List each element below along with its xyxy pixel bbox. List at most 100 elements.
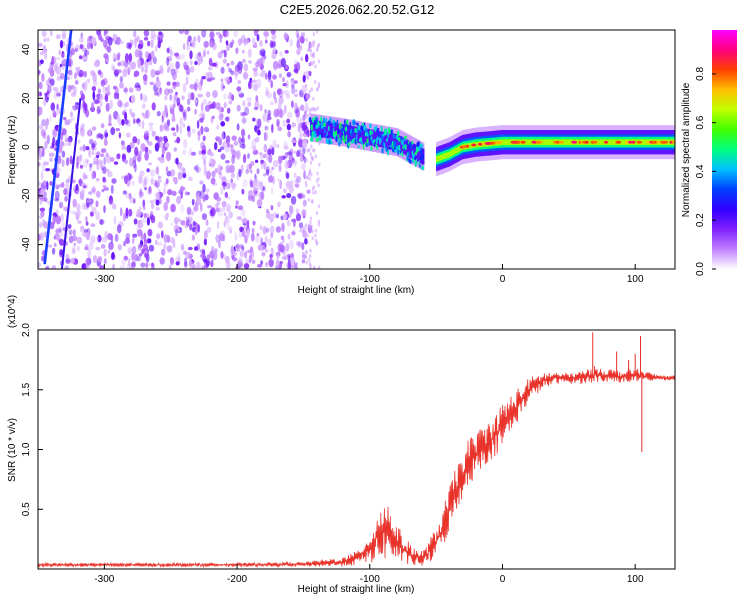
noise-blob <box>209 250 215 259</box>
noise-blob <box>163 243 167 251</box>
noise-blob <box>84 216 88 222</box>
noise-blob <box>264 109 267 114</box>
noise-blob <box>92 90 96 101</box>
noise-blob <box>216 221 220 229</box>
signal-blob <box>380 125 383 132</box>
noise-blob <box>46 37 50 42</box>
noise-blob <box>294 183 300 188</box>
noise-blob <box>199 113 203 118</box>
noise-blob <box>197 93 204 98</box>
noise-blob <box>293 93 299 98</box>
noise-blob <box>141 65 144 73</box>
noise-blob <box>282 188 287 194</box>
tone-peak <box>535 140 543 144</box>
noise-blob <box>121 145 127 151</box>
noise-blob <box>85 221 89 226</box>
noise-blob <box>206 50 210 55</box>
noise-blob <box>155 192 161 199</box>
noise-blob <box>103 139 108 147</box>
noise-blob <box>66 76 70 81</box>
noise-blob <box>47 84 52 94</box>
noise-blob <box>281 195 286 199</box>
noise-blob <box>248 80 252 90</box>
noise-blob <box>219 37 222 43</box>
noise-blob <box>111 252 115 260</box>
noise-blob <box>131 245 137 255</box>
noise-blob <box>253 70 258 78</box>
noise-blob <box>302 199 307 207</box>
noise-blob <box>252 259 256 264</box>
noise-blob <box>264 235 268 245</box>
x-tick-label: -300 <box>94 274 114 285</box>
noise-blob <box>76 210 81 217</box>
noise-blob <box>302 131 308 138</box>
noise-blob <box>309 254 312 258</box>
noise-blob <box>270 168 273 178</box>
noise-blob <box>80 188 86 195</box>
noise-blob <box>252 67 258 72</box>
noise-blob <box>167 189 173 196</box>
noise-blob <box>38 106 43 116</box>
noise-blob <box>226 63 230 67</box>
noise-blob <box>169 169 176 177</box>
noise-blob <box>185 67 191 75</box>
noise-blob <box>66 157 70 167</box>
noise-blob <box>198 55 203 63</box>
noise-blob <box>195 261 201 269</box>
noise-blob <box>146 58 150 63</box>
noise-blob <box>242 153 247 164</box>
noise-blob <box>142 93 147 103</box>
noise-blob <box>150 177 154 185</box>
noise-blob <box>309 108 312 113</box>
noise-blob <box>137 43 143 49</box>
noise-blob <box>104 132 109 138</box>
noise-blob <box>99 93 104 101</box>
noise-blob <box>38 81 43 90</box>
noise-blob <box>306 74 309 79</box>
noise-blob <box>306 70 309 75</box>
noise-blob <box>138 194 143 199</box>
noise-blob <box>169 50 174 57</box>
noise-blob <box>279 51 283 57</box>
noise-blob <box>209 103 215 109</box>
noise-blob <box>277 178 280 182</box>
noise-blob <box>46 180 49 191</box>
noise-blob <box>240 208 246 217</box>
noise-blob <box>265 87 270 94</box>
noise-blob <box>163 124 168 131</box>
x-tick-label: 0 <box>500 274 506 285</box>
noise-blob <box>235 247 241 253</box>
noise-blob <box>273 60 279 70</box>
noise-blob <box>157 175 162 180</box>
noise-blob <box>156 76 160 82</box>
noise-blob <box>233 251 238 256</box>
noise-blob <box>123 241 126 247</box>
noise-blob <box>41 196 45 202</box>
noise-blob <box>148 262 151 266</box>
noise-blob <box>201 30 207 38</box>
noise-blob <box>73 242 77 247</box>
noise-blob <box>99 100 103 108</box>
noise-blob <box>148 186 152 194</box>
noise-blob <box>101 236 108 243</box>
noise-blob <box>301 259 306 264</box>
noise-blob <box>131 252 135 261</box>
noise-blob <box>222 85 226 89</box>
noise-blob <box>248 60 252 64</box>
noise-blob <box>267 76 272 83</box>
noise-blob <box>152 56 157 65</box>
noise-blob <box>185 251 191 260</box>
noise-blob <box>103 156 106 166</box>
noise-blob <box>84 244 89 250</box>
noise-blob <box>45 79 51 85</box>
noise-blob <box>64 206 68 212</box>
noise-blob <box>112 263 116 269</box>
noise-blob <box>203 230 208 240</box>
noise-blob <box>217 164 222 169</box>
noise-blob <box>124 175 128 185</box>
noise-blob <box>115 128 120 132</box>
noise-blob <box>116 53 120 61</box>
noise-blob <box>278 88 284 98</box>
noise-blob <box>54 198 60 202</box>
noise-blob <box>144 146 149 153</box>
